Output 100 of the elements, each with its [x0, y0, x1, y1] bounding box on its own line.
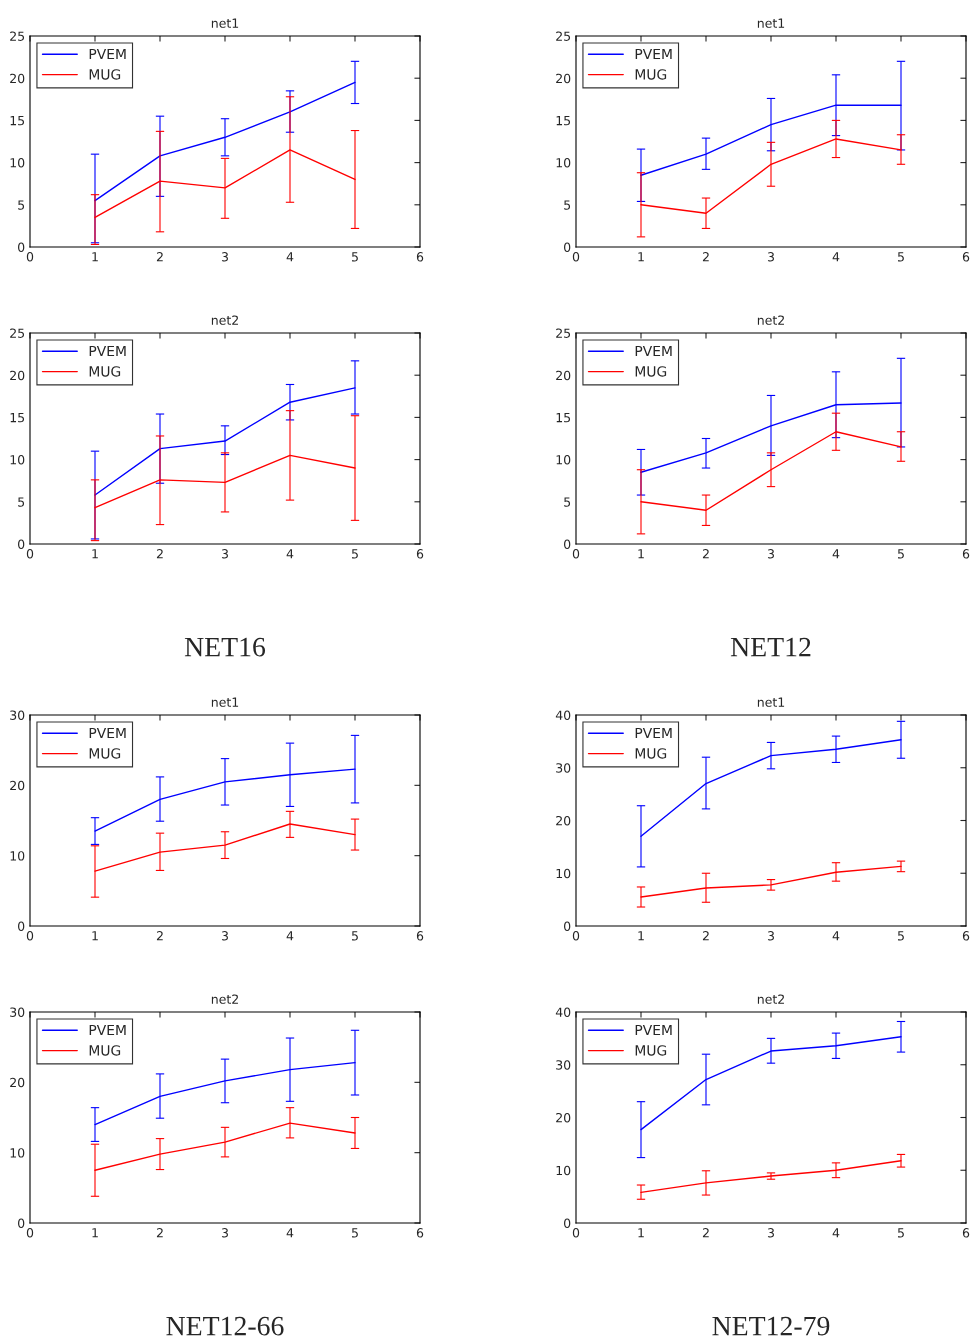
x-tick-label: 0: [26, 1228, 34, 1238]
y-tick-label: 5: [18, 497, 25, 507]
y-tick-label: 25: [10, 31, 25, 41]
y-tick-label: 10: [556, 1165, 571, 1176]
x-tick-label: 6: [962, 252, 970, 262]
x-tick-label: 6: [416, 1228, 424, 1238]
y-tick-label: 5: [564, 497, 571, 507]
y-tick-label: 10: [556, 868, 571, 879]
y-tick-label: 10: [556, 455, 571, 465]
y-tick-label: 10: [10, 158, 25, 168]
legend-label: MUG: [635, 366, 667, 377]
y-tick-label: 10: [10, 1148, 25, 1158]
legend-label: PVEM: [635, 727, 672, 739]
x-tick-label: 1: [638, 549, 644, 559]
chart-title: net1: [757, 697, 785, 707]
x-tick-label: 1: [92, 1228, 98, 1238]
y-tick-label: 0: [18, 539, 25, 549]
text: NET12-79: [712, 1316, 830, 1336]
y-tick-label: 20: [10, 370, 25, 381]
x-tick-label: 6: [416, 549, 424, 559]
x-tick-label: 3: [221, 1228, 228, 1238]
y-tick-label: 20: [556, 815, 571, 826]
y-tick-label: 25: [556, 328, 571, 338]
x-tick-label: 3: [767, 549, 774, 559]
y-tick-label: 20: [556, 1112, 571, 1123]
x-tick-label: 3: [221, 931, 228, 941]
legend-label: MUG: [635, 748, 667, 759]
x-tick-label: 1: [638, 931, 644, 941]
x-tick-label: 2: [702, 1228, 709, 1238]
x-tick-label: 4: [286, 252, 294, 262]
y-tick-label: 20: [556, 370, 571, 381]
y-tick-label: 30: [556, 1060, 571, 1070]
y-tick-label: 15: [556, 116, 571, 126]
text: NET12-66: [166, 1316, 284, 1336]
text: NET12: [730, 637, 811, 657]
legend-label: PVEM: [635, 48, 672, 60]
x-tick-label: 2: [156, 549, 163, 559]
x-tick-label: 1: [92, 549, 98, 559]
x-tick-label: 5: [897, 1228, 904, 1238]
x-tick-label: 0: [572, 931, 580, 941]
x-tick-label: 0: [26, 931, 34, 941]
legend-label: MUG: [635, 1045, 667, 1056]
y-tick-label: 40: [555, 1007, 571, 1017]
x-tick-label: 6: [962, 1228, 970, 1238]
chart-title: net1: [757, 18, 785, 28]
x-tick-label: 5: [351, 931, 358, 941]
x-tick-label: 0: [26, 252, 34, 262]
chart-title: net2: [211, 994, 238, 1004]
x-tick-label: 2: [156, 252, 163, 262]
legend-label: PVEM: [89, 727, 126, 739]
x-tick-label: 4: [832, 931, 840, 941]
x-tick-label: 3: [767, 252, 774, 262]
legend-label: PVEM: [89, 1024, 126, 1036]
x-tick-label: 4: [832, 252, 840, 262]
y-tick-label: 20: [556, 73, 571, 84]
x-tick-label: 1: [92, 252, 98, 262]
y-tick-label: 30: [10, 1007, 25, 1017]
x-tick-label: 6: [962, 549, 970, 559]
y-tick-label: 30: [10, 710, 25, 720]
x-tick-label: 1: [638, 1228, 644, 1238]
y-tick-label: 20: [10, 73, 25, 84]
x-tick-label: 5: [897, 931, 904, 941]
y-tick-label: 10: [10, 851, 25, 861]
y-tick-label: 0: [564, 921, 571, 931]
x-tick-label: 1: [638, 252, 644, 262]
chart-title: net2: [757, 315, 784, 325]
x-tick-label: 3: [221, 549, 228, 559]
x-tick-label: 6: [416, 252, 424, 262]
chart-title: net2: [211, 315, 238, 325]
y-tick-label: 10: [556, 158, 571, 168]
x-tick-label: 5: [351, 252, 358, 262]
legend-label: PVEM: [635, 345, 672, 357]
x-tick-label: 5: [897, 549, 904, 559]
chart-title: net2: [757, 994, 784, 1004]
y-tick-label: 5: [564, 200, 571, 210]
x-tick-label: 3: [221, 252, 228, 262]
x-tick-label: 3: [767, 931, 774, 941]
x-tick-label: 0: [26, 549, 34, 559]
y-tick-label: 0: [564, 1218, 571, 1228]
x-tick-label: 2: [702, 931, 709, 941]
legend-label: PVEM: [89, 345, 126, 357]
x-tick-label: 4: [832, 549, 840, 559]
y-tick-label: 25: [556, 31, 571, 41]
x-tick-label: 2: [702, 549, 709, 559]
y-tick-label: 40: [555, 710, 571, 720]
x-tick-label: 5: [351, 549, 358, 559]
x-tick-label: 1: [92, 931, 98, 941]
x-tick-label: 4: [286, 549, 294, 559]
y-tick-label: 0: [18, 1218, 25, 1228]
x-tick-label: 6: [962, 931, 970, 941]
y-tick-label: 10: [10, 455, 25, 465]
x-tick-label: 5: [897, 252, 904, 262]
x-tick-label: 2: [156, 931, 163, 941]
y-tick-label: 20: [10, 780, 25, 791]
text: NET16: [184, 637, 266, 657]
x-tick-label: 4: [286, 1228, 294, 1238]
x-tick-label: 2: [156, 1228, 163, 1238]
y-tick-label: 15: [10, 116, 25, 126]
y-tick-label: 15: [556, 413, 571, 423]
x-tick-label: 0: [572, 549, 580, 559]
